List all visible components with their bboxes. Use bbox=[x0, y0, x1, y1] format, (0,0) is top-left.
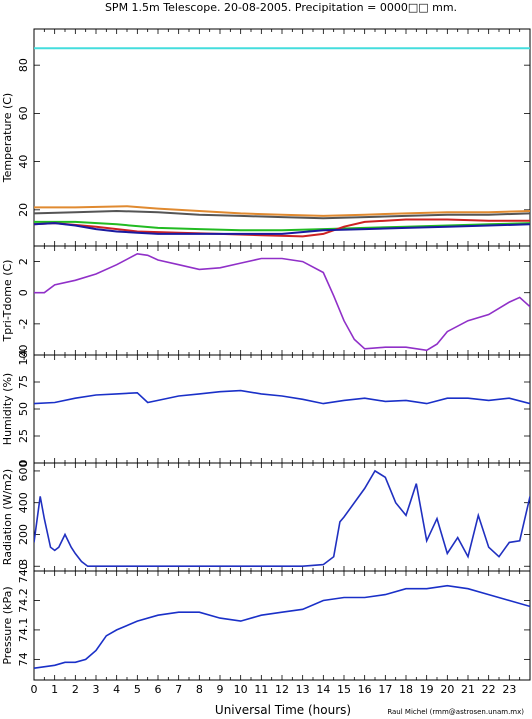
temperature-y-tick-label: 40 bbox=[17, 155, 30, 169]
x-tick-label: 17 bbox=[378, 683, 392, 696]
x-tick-label: 18 bbox=[399, 683, 413, 696]
x-tick-label: 15 bbox=[337, 683, 351, 696]
x-tick-label: 20 bbox=[440, 683, 454, 696]
tpri-tdome-y-tick-label: -4 bbox=[17, 350, 30, 361]
temperature-y-axis-label: Temperature (C) bbox=[1, 93, 14, 183]
x-tick-label: 5 bbox=[134, 683, 141, 696]
x-tick-label: 12 bbox=[275, 683, 289, 696]
tpri-tdome-y-tick-label: 0 bbox=[17, 289, 30, 296]
x-tick-label: 6 bbox=[155, 683, 162, 696]
temperature-series-line-1 bbox=[34, 205, 530, 217]
humidity-y-tick-label: 0 bbox=[17, 460, 30, 467]
humidity-frame bbox=[33, 354, 531, 464]
humidity-y-tick-label: 100 bbox=[17, 345, 30, 366]
tpri-tdome-y-tick-label: -2 bbox=[17, 318, 30, 329]
tpri-tdome-frame bbox=[33, 245, 531, 356]
temperature-y-tick-label: 20 bbox=[17, 203, 30, 217]
x-tick-label: 8 bbox=[196, 683, 203, 696]
x-tick-label: 13 bbox=[296, 683, 310, 696]
temperature-frame bbox=[33, 28, 531, 247]
temperature-series-line-4 bbox=[34, 218, 530, 238]
humidity-y-tick-label: 75 bbox=[17, 375, 30, 389]
x-axis-label: Universal Time (hours) bbox=[215, 703, 351, 717]
tpri-tdome-y-axis-label: Tpri-Tdome (C) bbox=[1, 260, 14, 343]
temperature-y-tick-label: 80 bbox=[17, 58, 30, 72]
tpri-tdome-series-line-0 bbox=[34, 252, 530, 352]
radiation-y-tick-label: 200 bbox=[17, 524, 30, 545]
humidity-series-line-0 bbox=[34, 389, 530, 405]
x-tick-label: 19 bbox=[420, 683, 434, 696]
radiation-y-axis-label: Radiation (W/m2) bbox=[1, 469, 14, 565]
radiation-y-tick-label: 0 bbox=[17, 563, 30, 570]
radiation-frame bbox=[33, 462, 531, 572]
pressure-y-tick-label: 74.3 bbox=[17, 559, 30, 584]
x-tick-label: 1 bbox=[51, 683, 58, 696]
x-tick-label: 11 bbox=[254, 683, 268, 696]
temperature-series-line-2 bbox=[34, 209, 530, 220]
temperature-series-line-3 bbox=[34, 220, 530, 232]
chart-title: SPM 1.5m Telescope. 20-08-2005. Precipit… bbox=[105, 1, 457, 14]
radiation-y-tick-label: 600 bbox=[17, 460, 30, 481]
x-tick-label: 14 bbox=[316, 683, 330, 696]
x-tick-label: 16 bbox=[358, 683, 372, 696]
x-tick-label: 10 bbox=[234, 683, 248, 696]
pressure-y-axis-label: Pressure (kPa) bbox=[1, 586, 14, 664]
x-tick-label: 2 bbox=[72, 683, 79, 696]
x-tick-label: 9 bbox=[217, 683, 224, 696]
x-tick-label: 22 bbox=[482, 683, 496, 696]
humidity-y-axis-label: Humidity (%) bbox=[1, 373, 14, 445]
x-tick-label: 4 bbox=[113, 683, 120, 696]
tpri-tdome-y-tick-label: 2 bbox=[17, 258, 30, 265]
pressure-y-tick-label: 74.1 bbox=[17, 618, 30, 643]
x-tick-label: 7 bbox=[175, 683, 182, 696]
credit-text: Raul Michel (rmm@astrosen.unam.mx) bbox=[387, 708, 524, 716]
temperature-y-tick-label: 60 bbox=[17, 106, 30, 120]
x-tick-label: 21 bbox=[461, 683, 475, 696]
x-tick-label: 0 bbox=[31, 683, 38, 696]
radiation-y-tick-label: 400 bbox=[17, 492, 30, 513]
pressure-y-tick-label: 74.2 bbox=[17, 588, 30, 613]
pressure-series-line-0 bbox=[34, 584, 530, 669]
pressure-y-tick-label: 74 bbox=[17, 652, 30, 666]
temperature-series-line-5 bbox=[34, 222, 530, 235]
x-tick-label: 3 bbox=[93, 683, 100, 696]
humidity-y-tick-label: 25 bbox=[17, 429, 30, 443]
temperature-panel: 20 40 60 80 Temperature (C) bbox=[1, 28, 531, 247]
x-tick-label: 23 bbox=[502, 683, 516, 696]
radiation-series-line-0 bbox=[34, 469, 530, 568]
humidity-y-tick-label: 50 bbox=[17, 402, 30, 416]
